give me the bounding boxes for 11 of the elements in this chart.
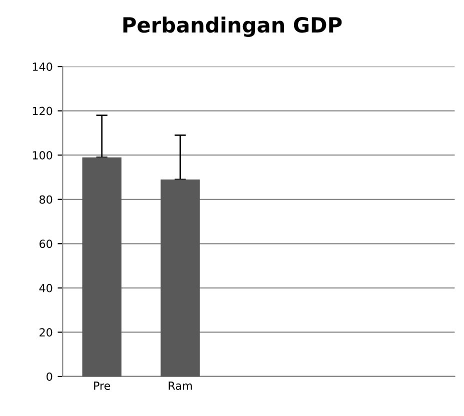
chart-title: Perbandingan GDP (123, 16, 342, 37)
y-tick-label: 80 (40, 195, 52, 204)
y-tick-label: 140 (32, 62, 52, 71)
x-tick-label: Ram (168, 382, 192, 390)
y-tick-label: 120 (32, 106, 52, 116)
y-tick-label: 100 (32, 151, 52, 160)
y-tick-label: 0 (46, 372, 52, 381)
y-tick-label: 20 (40, 328, 52, 337)
x-tick-label: Pre (94, 382, 110, 390)
y-tick-label: 60 (40, 240, 52, 248)
y-tick-label: 40 (39, 284, 52, 292)
